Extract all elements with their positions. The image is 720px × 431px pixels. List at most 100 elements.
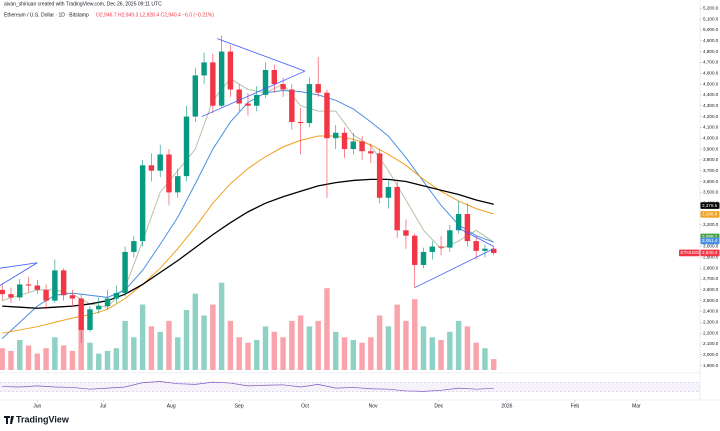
- volume-bar: [350, 340, 357, 370]
- x-tick-label: Jul: [100, 403, 106, 409]
- candle-body: [210, 62, 216, 106]
- volume-bar: [25, 345, 32, 370]
- volume-bar: [464, 326, 471, 370]
- x-tick-label: Jun: [33, 403, 41, 409]
- candle-body: [104, 298, 111, 307]
- candle-body: [78, 298, 84, 330]
- moving-average: [2, 77, 495, 308]
- candle-body: [262, 69, 269, 95]
- y-tick-label: 2,200.0: [703, 330, 719, 335]
- candle-body: [306, 84, 313, 124]
- y-tick-label: 4,400.0: [703, 92, 719, 97]
- trendline: [456, 226, 494, 247]
- rsi-line: [2, 381, 494, 392]
- candle-body: [157, 154, 163, 171]
- y-tick-label: 4,500.0: [703, 81, 719, 86]
- volume-bar: [438, 340, 444, 370]
- volume-bar: [429, 337, 436, 370]
- y-tick-label: 3,600.0: [703, 179, 719, 184]
- volume-bar: [412, 299, 418, 370]
- y-tick-label: 3,800.0: [703, 157, 719, 162]
- candle-body: [34, 285, 41, 290]
- candle-body: [455, 214, 462, 231]
- volume-bar: [8, 350, 14, 370]
- y-tick-label: 4,900.0: [703, 38, 719, 43]
- x-tick-label: Oct: [301, 403, 309, 409]
- y-tick-label: 2,000.0: [703, 352, 719, 357]
- volume-bar: [376, 315, 383, 370]
- volume-bar: [227, 320, 234, 370]
- y-tick-label: 5,100.0: [703, 16, 719, 21]
- volume-bar: [17, 340, 23, 370]
- y-tick-label: 2,800.0: [703, 265, 719, 270]
- candle-body: [87, 309, 93, 330]
- moving-average: [2, 135, 494, 334]
- volume-bar: [104, 350, 111, 370]
- symbol-line: Ethereum / U.S. Dollar · 1D · Bitstamp: [4, 12, 89, 18]
- trendline: [0, 262, 38, 269]
- candle-body: [341, 132, 348, 150]
- trendline: [414, 248, 494, 289]
- symbol-tag-label: ETHUSD: [681, 250, 701, 255]
- y-tick-label: 5,200.0: [703, 5, 719, 10]
- candle-body: [69, 295, 76, 299]
- candle-body: [482, 248, 488, 251]
- volume-bar: [96, 353, 102, 370]
- logo-icon: [4, 416, 14, 424]
- volume-bar: [262, 326, 269, 370]
- candle-body: [289, 89, 295, 122]
- volume-bar: [473, 342, 479, 370]
- volume-bar: [306, 326, 313, 370]
- volume-bar: [359, 342, 365, 370]
- candle-body: [60, 270, 67, 296]
- volume-bar: [139, 304, 146, 370]
- brand-name: TradingView: [16, 414, 70, 424]
- candle-body: [464, 214, 471, 242]
- volume-bar: [131, 337, 137, 370]
- price-tag-label: 3,378.5: [702, 203, 718, 208]
- volume-bar: [157, 331, 163, 370]
- trendline: [201, 70, 306, 117]
- volume-bar: [43, 348, 49, 370]
- candle-body: [183, 116, 190, 177]
- volume-bar: [87, 342, 93, 370]
- candle-body: [420, 251, 427, 265]
- price-tag: [700, 211, 720, 218]
- author-line: aivan_shiriuan created with TradingView.…: [4, 1, 162, 7]
- price-tag: [700, 202, 720, 209]
- volume-bar: [394, 304, 400, 370]
- candle-body: [412, 235, 418, 265]
- volume-bar: [148, 326, 155, 370]
- y-tick-label: 2,500.0: [703, 298, 719, 303]
- volume-bar: [69, 350, 76, 370]
- volume-bar: [447, 331, 453, 370]
- candle-body: [350, 141, 357, 150]
- candle-body: [201, 62, 207, 76]
- volume-bar: [218, 282, 225, 370]
- volume-bar: [385, 326, 392, 370]
- y-tick-label: 2,100.0: [703, 341, 719, 346]
- volume-bar: [183, 310, 190, 370]
- candle-body: [324, 92, 330, 139]
- candle-body: [491, 248, 497, 254]
- y-tick-label: 3,500.0: [703, 190, 719, 195]
- candle-body: [376, 153, 383, 198]
- volume-bar: [491, 359, 497, 370]
- volume-bar: [78, 326, 84, 370]
- price-tag-label: 2,940.4: [702, 250, 718, 255]
- volume-bar: [341, 337, 348, 370]
- price-tag-label: 3,088.1: [702, 234, 718, 239]
- candle-body: [218, 51, 225, 106]
- candle-body: [113, 293, 120, 299]
- volume-bar: [122, 320, 128, 370]
- candle-body: [359, 141, 365, 152]
- candle-body: [385, 186, 392, 198]
- rsi-band: [0, 382, 700, 392]
- price-tag-label: 3,051.4: [702, 238, 718, 243]
- volume-bar: [60, 345, 67, 370]
- x-tick-label: 2026: [501, 403, 512, 409]
- volume-bar: [420, 326, 427, 370]
- volume-bar: [403, 320, 409, 370]
